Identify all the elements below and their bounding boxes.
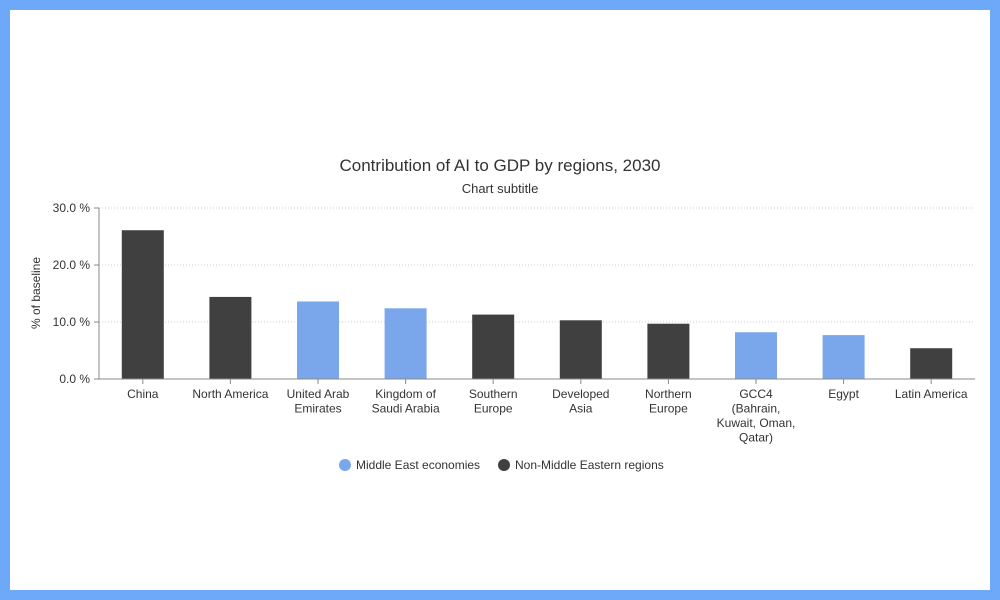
legend-label: Middle East economies xyxy=(356,458,480,472)
x-tick-label: North America xyxy=(192,387,268,401)
chart-frame: Contribution of AI to GDP by regions, 20… xyxy=(10,10,990,590)
bar[interactable] xyxy=(384,308,427,379)
x-tick-label: GCC4 (Bahrain, Kuwait, Oman, Qatar) xyxy=(717,387,796,445)
x-tick-label: Northern Europe xyxy=(645,387,692,416)
y-tick-label: 10.0 % xyxy=(53,315,91,329)
chart-svg: Contribution of AI to GDP by regions, 20… xyxy=(29,156,975,472)
y-tick-label: 30.0 % xyxy=(53,201,91,215)
legend-item[interactable]: Non-Middle Eastern regions xyxy=(498,458,664,472)
bar[interactable] xyxy=(297,301,339,379)
bar[interactable] xyxy=(121,230,164,379)
legend[interactable]: Middle East economies Non-Middle Eastern … xyxy=(339,458,664,472)
chart-subtitle: Chart subtitle xyxy=(462,181,539,196)
y-tick-label: 20.0 % xyxy=(53,258,91,272)
x-axis: China North America United Arab Emirates Kin… xyxy=(99,378,975,445)
x-tick-label: Kingdom of Saudi Arabia xyxy=(372,387,440,416)
legend-label: Non-Middle Eastern regions xyxy=(515,458,664,472)
bar[interactable] xyxy=(735,332,777,379)
bar[interactable] xyxy=(209,296,252,379)
bar[interactable] xyxy=(472,314,515,379)
legend-marker xyxy=(339,459,351,471)
chart-title: Contribution of AI to GDP by regions, 20… xyxy=(340,156,661,175)
bar[interactable] xyxy=(910,348,953,379)
bars xyxy=(121,230,953,379)
y-axis-ticks: 0.0 % 10.0 % 20.0 % 30.0 % xyxy=(53,201,100,386)
y-axis-label: % of baseline xyxy=(29,257,43,329)
x-tick-label: China xyxy=(127,387,159,401)
legend-marker xyxy=(498,459,510,471)
grid-lines xyxy=(99,207,975,323)
bar[interactable] xyxy=(647,323,690,379)
legend-item[interactable]: Middle East economies xyxy=(339,458,480,472)
x-tick-label: Egypt xyxy=(828,387,859,401)
y-tick-label: 0.0 % xyxy=(59,372,90,386)
x-tick-label: Latin America xyxy=(895,387,968,401)
x-tick-label: Southern Europe xyxy=(469,387,518,416)
bar[interactable] xyxy=(559,320,602,379)
x-tick-label: Developed Asia xyxy=(552,387,609,416)
bar[interactable] xyxy=(822,335,865,379)
x-tick-label: United Arab Emirates xyxy=(287,387,350,416)
